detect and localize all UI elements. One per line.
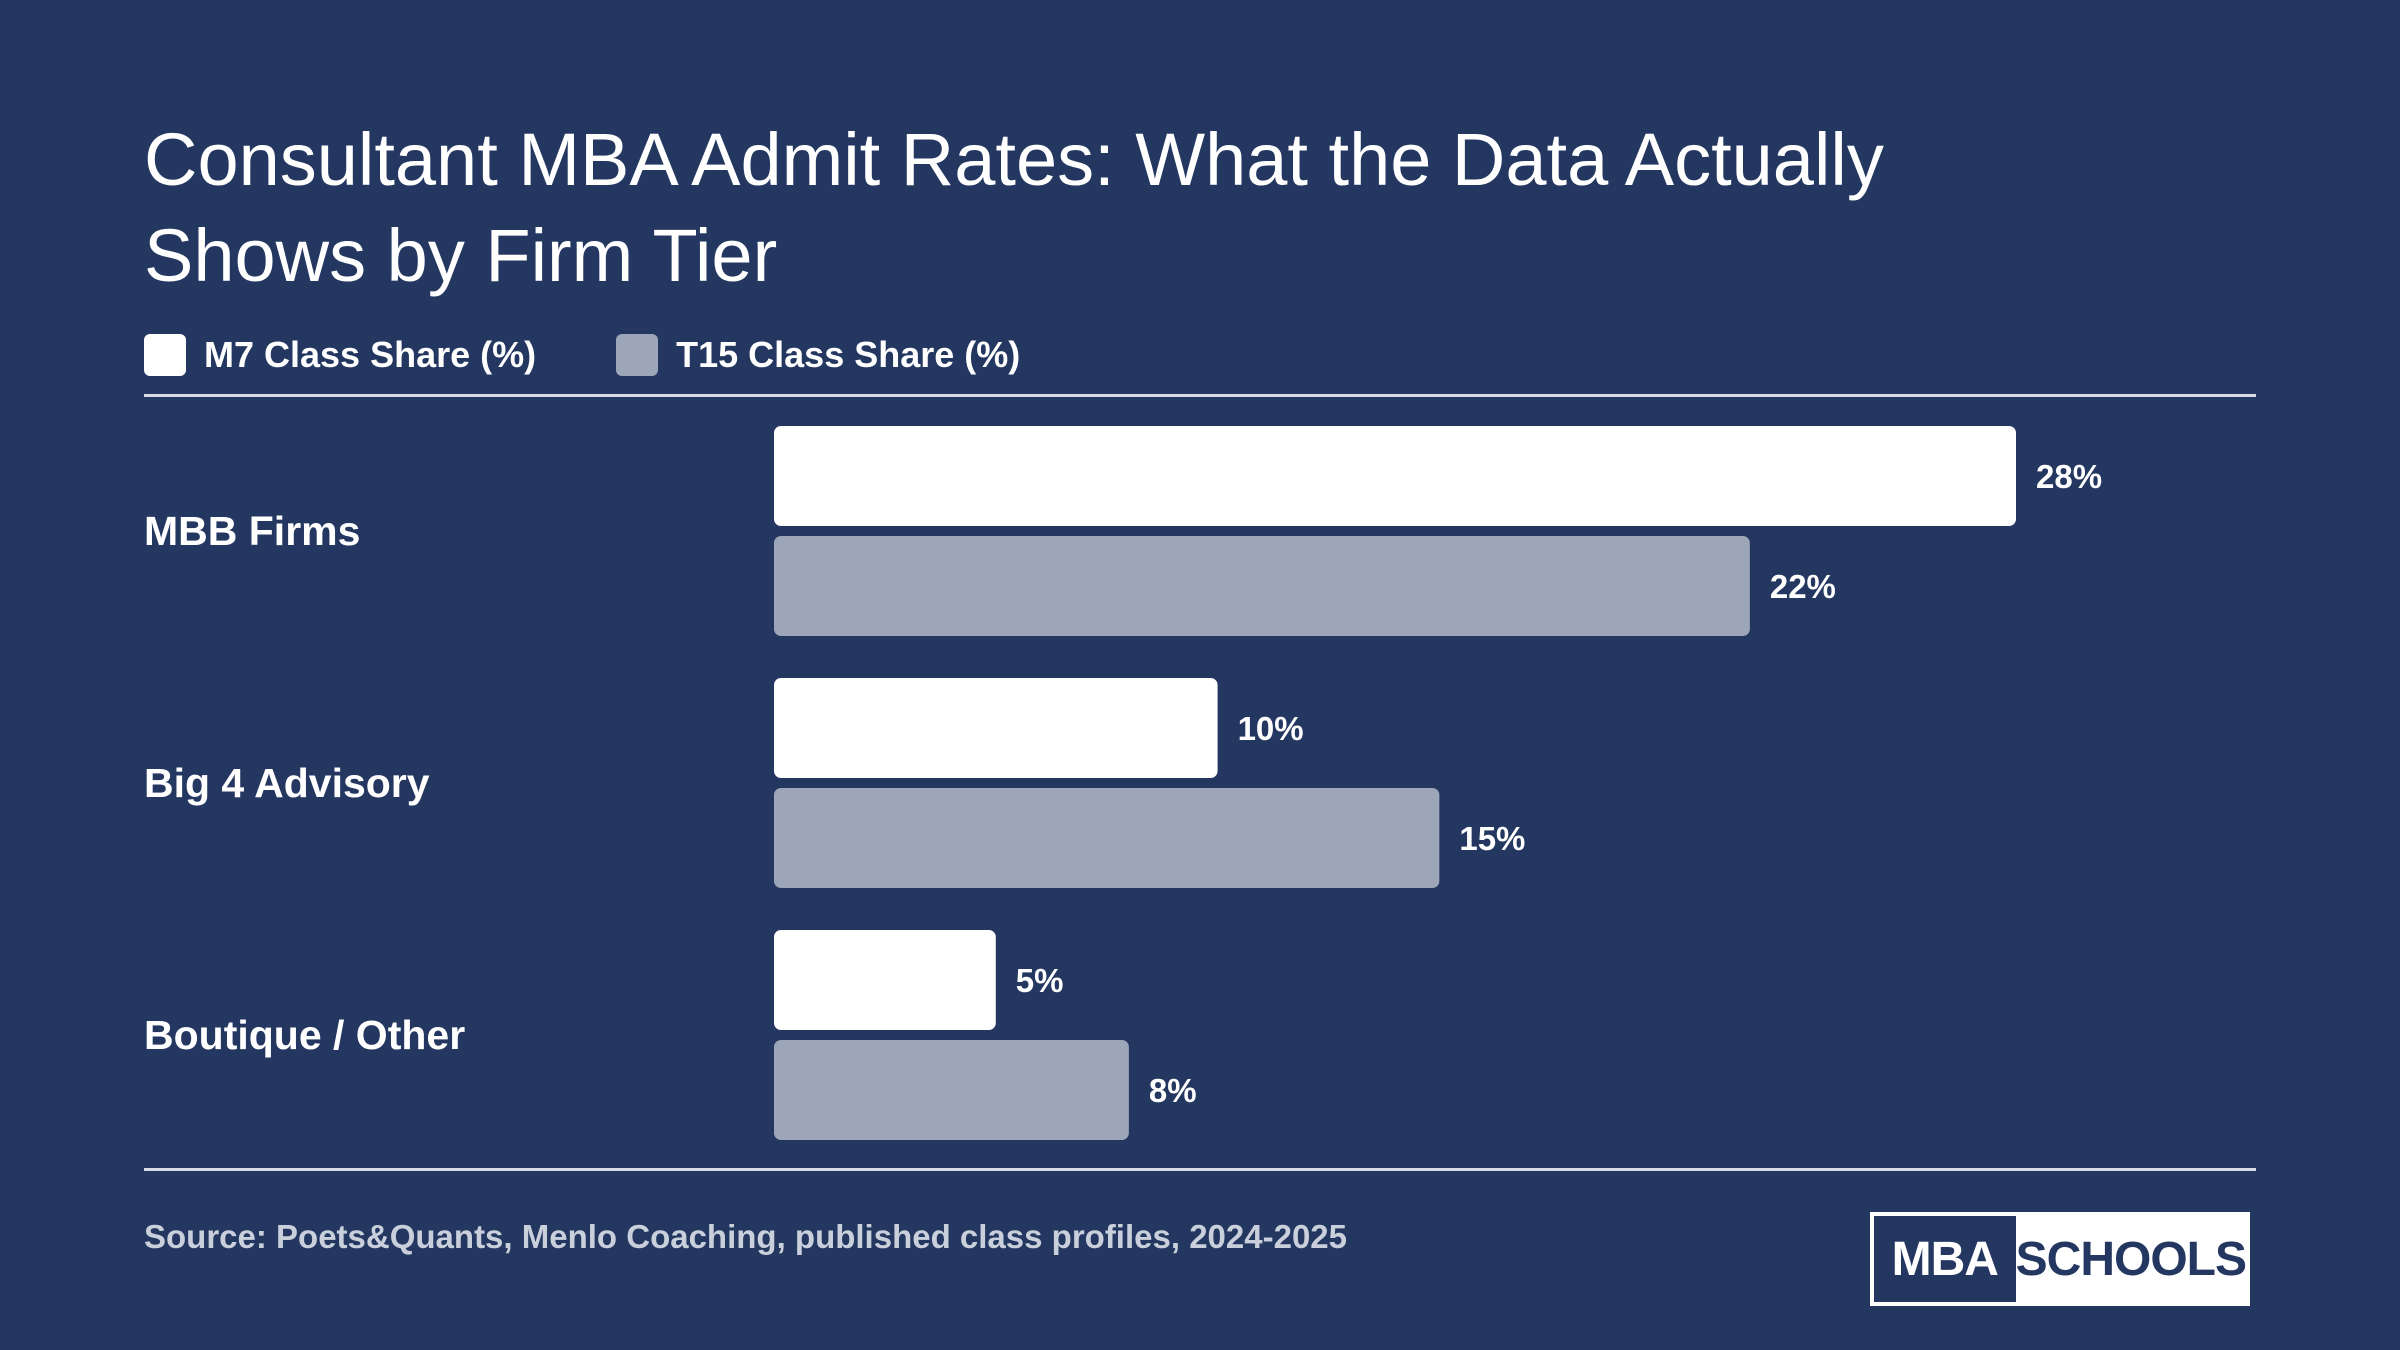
legend-label-m7: M7 Class Share (%) [204, 334, 537, 375]
logo-schools-text: SCHOOLS [2015, 1216, 2247, 1302]
category-label: Boutique / Other [144, 1012, 465, 1058]
legend-item-m7: M7 Class Share (%) [144, 334, 536, 376]
bar-value-label: 5% [1016, 962, 1064, 999]
bar-t15 [774, 1040, 1129, 1140]
bar-m7 [774, 678, 1218, 778]
bar-value-label: 28% [2036, 458, 2102, 495]
category-label: Big 4 Advisory [144, 760, 430, 806]
source-note: Source: Poets&Quants, Menlo Coaching, pu… [144, 1218, 1348, 1255]
legend-item-t15: T15 Class Share (%) [616, 334, 1020, 376]
legend-label-t15: T15 Class Share (%) [676, 334, 1021, 375]
legend: M7 Class Share (%) T15 Class Share (%) [144, 332, 1100, 378]
chart-title: Consultant MBA Admit Rates: What the Dat… [144, 118, 1884, 297]
mba-schools-logo: MBA SCHOOLS [1870, 1212, 2250, 1306]
bar-value-label: 22% [1770, 568, 1836, 605]
bar-value-label: 8% [1149, 1072, 1197, 1109]
logo-mba-text: MBA [1874, 1216, 2016, 1302]
legend-swatch-m7 [144, 334, 186, 376]
bar-m7 [774, 426, 2016, 526]
legend-swatch-t15 [616, 334, 659, 376]
bar-value-label: 10% [1238, 710, 1304, 747]
category-label: MBB Firms [144, 508, 360, 554]
bar-t15 [774, 536, 1750, 636]
bar-m7 [774, 930, 996, 1030]
bar-value-label: 15% [1459, 820, 1525, 857]
top-divider [144, 394, 2256, 397]
bottom-divider [144, 1168, 2256, 1171]
bar-t15 [774, 788, 1440, 888]
